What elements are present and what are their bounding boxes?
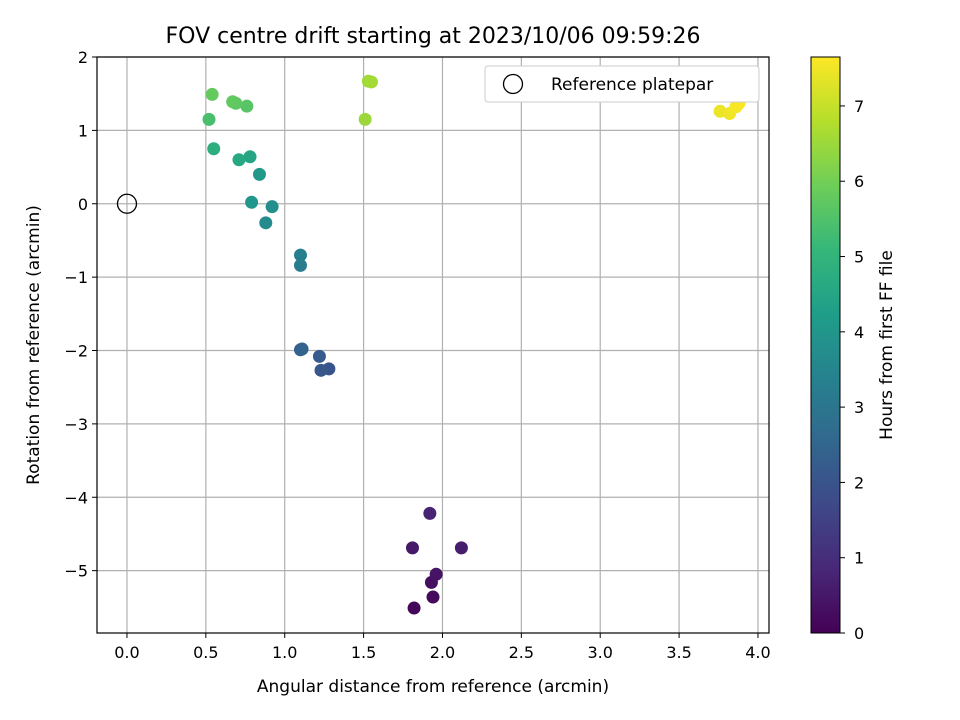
- data-point: [358, 112, 372, 126]
- data-point: [245, 195, 259, 209]
- y-tick-label: −5: [64, 562, 88, 581]
- data-point: [207, 142, 221, 156]
- data-point: [232, 153, 246, 167]
- data-point: [426, 590, 440, 604]
- data-point: [312, 349, 326, 363]
- x-tick-label: 2.0: [430, 643, 455, 662]
- data-point: [265, 200, 279, 214]
- data-point: [226, 95, 240, 109]
- x-tick-label: 3.5: [666, 643, 691, 662]
- y-axis-label: Rotation from reference (arcmin): [24, 205, 44, 485]
- legend-label-reference: Reference platepar: [551, 75, 713, 95]
- x-axis-label: Angular distance from reference (arcmin): [257, 677, 609, 697]
- colorbar-tick-label: 7: [854, 97, 864, 116]
- colorbar: 0 1 2 3 4 5 6 7 Hours from first FF file: [810, 56, 897, 643]
- y-tick-label: −2: [64, 342, 88, 361]
- colorbar-tick-label: 6: [854, 172, 864, 191]
- y-tick-label: −4: [64, 488, 88, 507]
- data-point: [293, 258, 307, 272]
- y-tick-label: −3: [64, 415, 88, 434]
- colorbar-tick-label: 4: [854, 323, 864, 342]
- x-tick-label: 0.0: [114, 643, 139, 662]
- data-point: [454, 541, 468, 555]
- colorbar-tick-label: 1: [854, 549, 864, 568]
- data-point: [243, 150, 257, 164]
- grid-lines: [97, 56, 769, 633]
- plot-frame: [96, 56, 770, 634]
- legend-box: [484, 65, 760, 103]
- data-point: [405, 541, 419, 555]
- data-point: [407, 601, 421, 615]
- data-point: [295, 342, 309, 356]
- legend-marker-reference: [502, 73, 524, 95]
- colorbar-tick-label: 5: [854, 248, 864, 267]
- x-tick-label: 0.5: [193, 643, 218, 662]
- data-point: [259, 216, 273, 230]
- legend: Reference platepar: [484, 65, 760, 103]
- data-point: [202, 112, 216, 126]
- data-point: [252, 167, 266, 181]
- data-point: [429, 567, 443, 581]
- y-tick-label: −1: [64, 268, 88, 287]
- colorbar-ticks: 0 1 2 3 4 5 6 7: [840, 97, 864, 643]
- reference-marker-layer: [116, 193, 138, 214]
- data-point: [293, 248, 307, 262]
- x-tick-label: 3.0: [587, 643, 612, 662]
- y-axis-ticks: 2 1 0 −1 −2 −3 −4 −5: [64, 48, 97, 581]
- x-axis-ticks: 0.0 0.5 1.0 1.5 2.0 2.5 3.0 3.5 4.0: [114, 633, 771, 662]
- colorbar-tick-label: 0: [854, 624, 864, 643]
- y-tick-label: 2: [78, 48, 88, 67]
- x-tick-label: 4.0: [745, 643, 770, 662]
- data-point: [423, 506, 437, 520]
- x-tick-label: 1.5: [351, 643, 376, 662]
- x-tick-label: 2.5: [509, 643, 534, 662]
- y-tick-label: 0: [78, 195, 88, 214]
- colorbar-tick-label: 3: [854, 398, 864, 417]
- x-tick-label: 1.0: [272, 643, 297, 662]
- data-point: [314, 363, 328, 377]
- colorbar-label: Hours from first FF file: [877, 250, 897, 440]
- data-point: [240, 99, 254, 113]
- colorbar-gradient: [810, 56, 841, 634]
- reference-platepar-marker: [116, 193, 138, 214]
- data-point: [205, 87, 219, 101]
- data-points: [202, 74, 746, 615]
- data-point: [364, 75, 378, 89]
- chart-title: FOV centre drift starting at 2023/10/06 …: [166, 24, 701, 49]
- colorbar-tick-label: 2: [854, 473, 864, 492]
- y-tick-label: 1: [78, 121, 88, 140]
